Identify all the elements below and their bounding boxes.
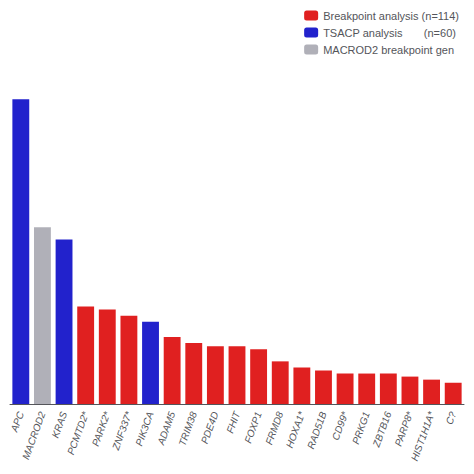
- svg-text:PCMTD2*: PCMTD2*: [65, 409, 91, 456]
- svg-text:MACROD2 breakpoint gen: MACROD2 breakpoint gen: [323, 44, 454, 56]
- svg-text:ZNF337*: ZNF337*: [110, 409, 135, 452]
- svg-text:Breakpoint analysis (n=114): Breakpoint analysis (n=114): [323, 10, 459, 22]
- svg-text:PDE4D: PDE4D: [199, 410, 221, 445]
- svg-text:FRMD8: FRMD8: [263, 410, 285, 447]
- svg-text:HIST1H1A*: HIST1H1A*: [409, 409, 437, 462]
- svg-text:MACROD2: MACROD2: [20, 410, 48, 461]
- svg-text:APC: APC: [8, 409, 26, 434]
- svg-text:TRIM38: TRIM38: [176, 410, 199, 448]
- svg-text:HOXA1*: HOXA1*: [284, 409, 308, 449]
- svg-text:PARP8*: PARP8*: [392, 409, 415, 448]
- svg-text:FHIT: FHIT: [224, 409, 242, 434]
- svg-text:C?: C?: [444, 410, 459, 426]
- svg-text:ADAM5: ADAM5: [155, 410, 178, 447]
- svg-text:TSACP analysis (n=60): TSACP analysis (n=60): [323, 27, 456, 39]
- svg-text:PRKG1: PRKG1: [350, 410, 372, 446]
- svg-text:RAD51B: RAD51B: [305, 410, 329, 451]
- svg-text:PARK2*: PARK2*: [90, 409, 113, 448]
- svg-text:KRAS: KRAS: [50, 410, 70, 440]
- svg-text:FOXP1: FOXP1: [242, 410, 264, 445]
- svg-text:ZBTB16: ZBTB16: [370, 410, 393, 450]
- svg-text:CD99*: CD99*: [330, 409, 351, 441]
- svg-text:PIK3CA: PIK3CA: [133, 410, 156, 447]
